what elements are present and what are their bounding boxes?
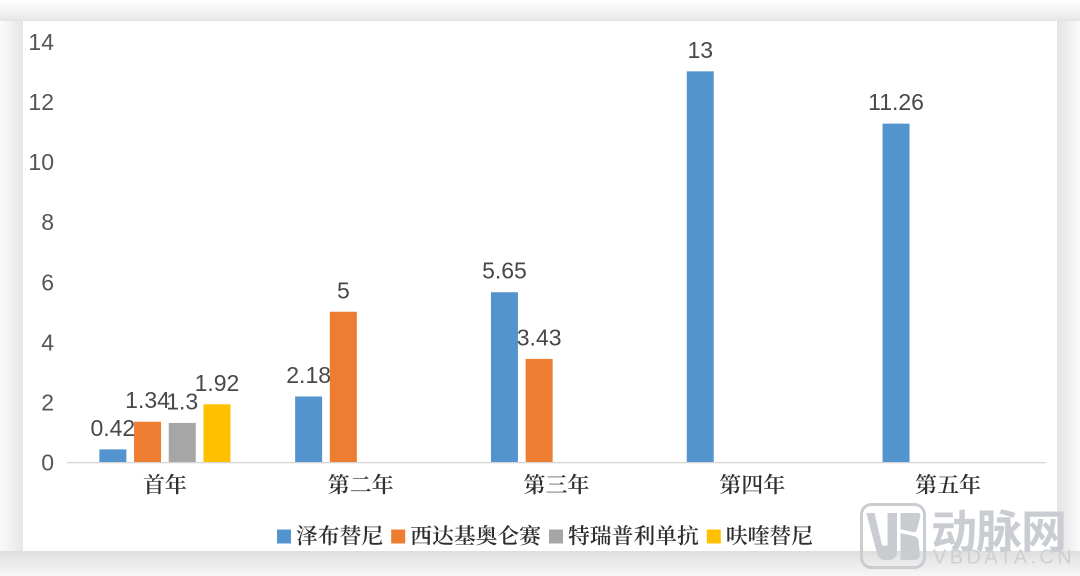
svg-text:1.3: 1.3: [166, 388, 198, 414]
svg-text:6: 6: [41, 269, 54, 295]
svg-text:4: 4: [41, 329, 54, 355]
svg-text:11.26: 11.26: [868, 89, 924, 115]
svg-text:1.92: 1.92: [195, 370, 240, 396]
svg-text:8: 8: [41, 209, 54, 235]
svg-text:14: 14: [28, 29, 54, 55]
svg-text:13: 13: [687, 37, 713, 63]
svg-text:0.42: 0.42: [90, 415, 135, 441]
svg-text:5.65: 5.65: [482, 258, 527, 284]
svg-text:12: 12: [28, 89, 54, 115]
svg-text:VBDATA.CN: VBDATA.CN: [933, 547, 1075, 569]
svg-text:10: 10: [28, 149, 54, 175]
svg-text:1.34: 1.34: [125, 387, 170, 413]
svg-text:3.43: 3.43: [517, 324, 562, 350]
svg-text:0: 0: [41, 450, 54, 476]
svg-text:5: 5: [337, 277, 350, 303]
svg-text:2.18: 2.18: [286, 362, 331, 388]
svg-text:2: 2: [41, 390, 54, 416]
